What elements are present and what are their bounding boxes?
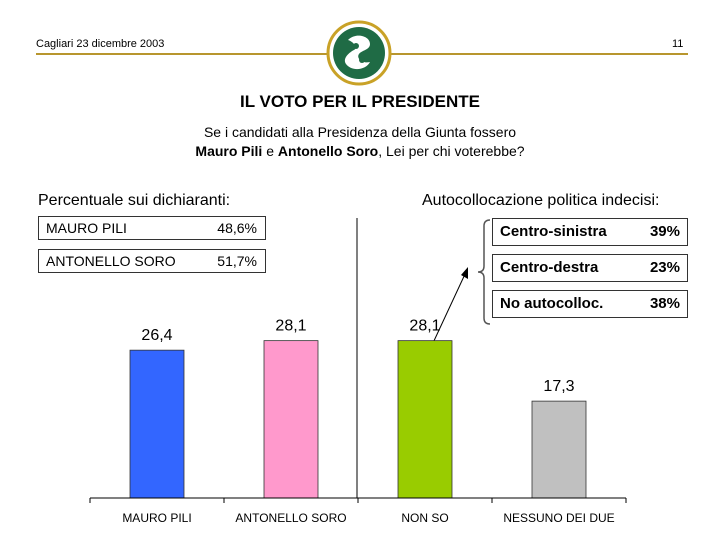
declared-heading: Percentuale sui dichiaranti: [38, 192, 231, 209]
x-tick-label: ANTONELLO SORO [235, 511, 346, 525]
x-tick-label: MAURO PILI [122, 511, 191, 525]
bar-value-label: 26,4 [141, 327, 172, 344]
slide-title: IL VOTO PER IL PRESIDENTE [240, 92, 480, 111]
emblem-icon [326, 20, 392, 86]
conjunction: e [262, 143, 278, 159]
undecided-percent: 38% [649, 295, 680, 312]
undecided-percent: 23% [649, 259, 680, 276]
question-line-1: Se i candidati alla Presidenza della Giu… [203, 124, 517, 140]
bar-non-so [397, 340, 453, 499]
undecided-name: Centro-destra [500, 259, 599, 276]
bar-mauro-pili [129, 349, 185, 499]
page-number: 11 [672, 38, 684, 50]
undecided-name: No autocolloc. [500, 295, 604, 312]
candidate-name-1: Mauro Pili [195, 143, 263, 159]
bar-nessuno-dei-due [531, 400, 587, 499]
declared-row-soro: ANTONELLO SORO 51,7% [38, 249, 266, 273]
declared-name: ANTONELLO SORO [46, 253, 176, 269]
bar-value-label: 17,3 [543, 378, 574, 395]
undecided-name: Centro-sinistra [500, 223, 607, 240]
bar-value-label: 28,1 [275, 318, 306, 335]
arrow-head-icon [461, 267, 468, 279]
question-line-2: Mauro Pili e Antonello Soro, Lei per chi… [0, 143, 720, 159]
header-date: Cagliari 23 dicembre 2003 [36, 38, 165, 50]
bar-value-label: 28,1 [409, 318, 440, 335]
x-tick-label: NON SO [401, 511, 448, 525]
undecided-row-centro-sinistra: Centro-sinistra 39% [492, 218, 688, 246]
declared-name: MAURO PILI [46, 220, 127, 236]
undecided-heading: Autocollocazione politica indecisi: [422, 192, 660, 209]
bar-antonello-soro [263, 340, 319, 499]
undecided-row-centro-destra: Centro-destra 23% [492, 254, 688, 282]
declared-percent: 51,7% [217, 253, 257, 269]
undecided-row-no-autocolloc: No autocolloc. 38% [492, 290, 688, 318]
bracket-icon [477, 219, 491, 325]
declared-percent: 48,6% [217, 220, 257, 236]
undecided-percent: 39% [649, 223, 680, 240]
x-tick-label: NESSUNO DEI DUE [503, 511, 614, 525]
candidate-name-2: Antonello Soro [277, 143, 379, 159]
question-rest: , Lei per chi voterebbe? [378, 143, 525, 159]
declared-row-pili: MAURO PILI 48,6% [38, 216, 266, 240]
